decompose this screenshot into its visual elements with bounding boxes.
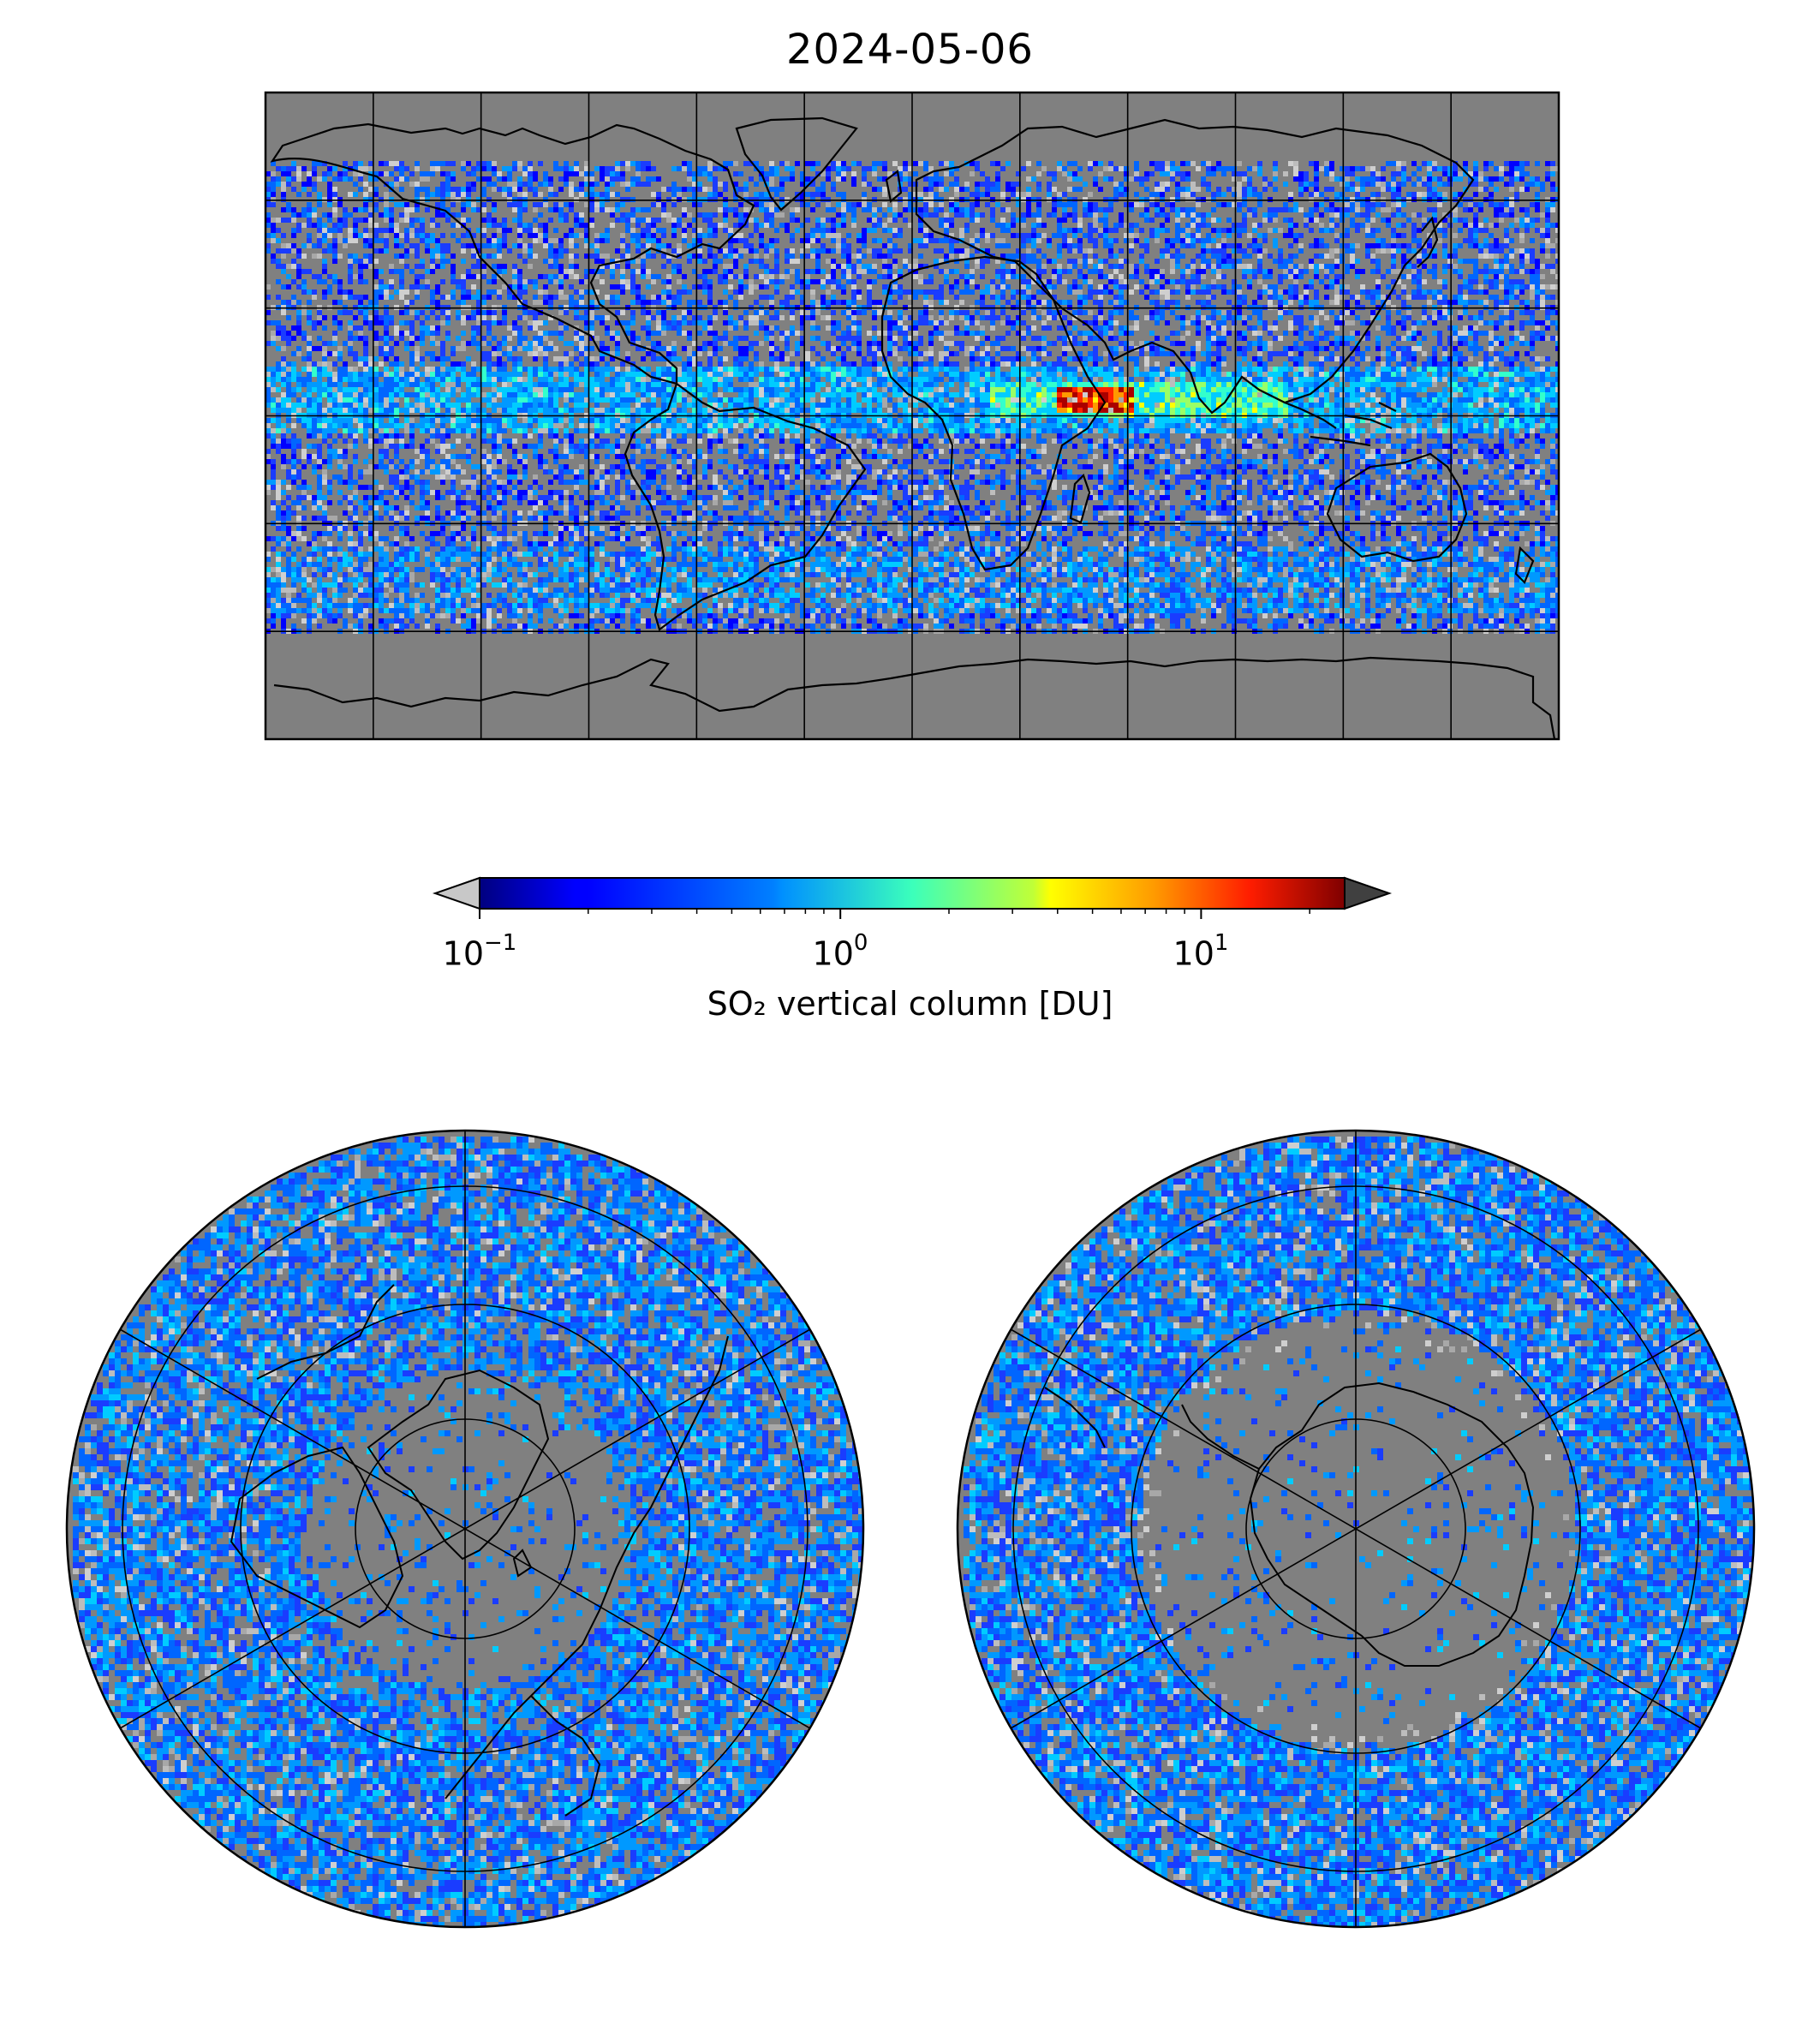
- global-gridlines: [266, 92, 1559, 739]
- figure-title: 2024-05-06: [0, 26, 1820, 74]
- north-polar-so2-field: [73, 1137, 863, 1927]
- colorbar: [432, 876, 1393, 919]
- indonesia-coastline: [1284, 401, 1397, 447]
- north-polar-gridlines: [119, 1131, 811, 1927]
- uk-coastline: [885, 170, 903, 204]
- eurasia-north-coastline: [445, 1335, 729, 1799]
- australia-coastline: [1326, 452, 1468, 563]
- antarctica-coastline: [1249, 1381, 1535, 1667]
- colorbar-tick-label-0: 10−1: [420, 930, 540, 973]
- south-america-tip-coastline: [1044, 1387, 1106, 1448]
- canada-arctic-coastline: [230, 1446, 404, 1629]
- antarctic-peninsula-coastline: [1181, 1404, 1260, 1470]
- alaska-coastline: [256, 1284, 395, 1380]
- greenland-coastline: [735, 116, 858, 212]
- colorbar-frame: [479, 877, 1346, 910]
- colorbar-tick-label-2: 101: [1141, 930, 1261, 973]
- colorbar-tick-label-1: 100: [780, 930, 900, 973]
- madagascar-coastline: [1069, 473, 1091, 524]
- global-map-frame: [264, 91, 1560, 741]
- africa-coastline: [880, 255, 1107, 571]
- south-polar-gridlines: [1010, 1131, 1702, 1927]
- north-polar-coastlines: [230, 1284, 729, 1817]
- north-america-coastline: [270, 122, 755, 385]
- greenland-coastline: [367, 1369, 550, 1561]
- north-polar-frame: [65, 1129, 865, 1929]
- colorbar-ticks: [479, 909, 1310, 919]
- north-polar-map: [65, 1129, 865, 1929]
- colorbar-over-extension: [1344, 876, 1393, 910]
- antarctica-coastline: [273, 656, 1556, 739]
- global-map: [264, 91, 1560, 741]
- south-polar-map: [956, 1129, 1756, 1929]
- south-polar-coastlines: [1044, 1381, 1535, 1667]
- scandinavia-coastline: [530, 1695, 601, 1817]
- japan-coastline: [1417, 216, 1439, 268]
- colorbar-under-extension: [432, 876, 480, 910]
- colorbar-gradient: [480, 878, 1345, 909]
- new-zealand-coastline: [1514, 546, 1535, 584]
- global-coastlines: [270, 116, 1556, 739]
- colorbar-label: SO₂ vertical column [DU]: [0, 985, 1820, 1023]
- south-polar-frame: [956, 1129, 1756, 1929]
- south-america-coastline: [624, 382, 867, 631]
- south-polar-so2-field: [964, 1137, 1754, 1927]
